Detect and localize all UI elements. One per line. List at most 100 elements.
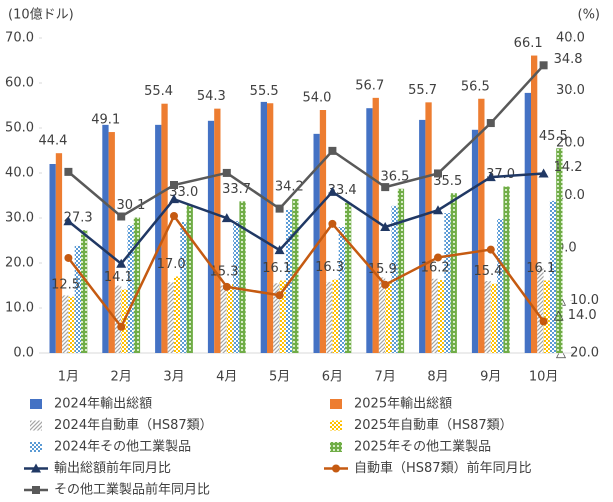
- line-marker: [434, 253, 442, 262]
- y2-tick-label: △ 20.0: [556, 346, 599, 361]
- bar: [55, 153, 63, 353]
- bar: [556, 148, 563, 353]
- data-label: 15.3: [209, 265, 238, 280]
- bar: [450, 193, 457, 353]
- y-tick-label: 50.0: [5, 121, 34, 136]
- y-tick-label: 60.0: [5, 76, 34, 91]
- bar: [186, 204, 193, 353]
- line-marker: [221, 213, 232, 223]
- x-tick-label: 10月: [529, 370, 559, 385]
- bar: [161, 103, 168, 353]
- bar: [497, 218, 504, 353]
- y-tick-label: 20.0: [5, 256, 34, 271]
- bar: [239, 201, 246, 353]
- legend-marker: [332, 464, 340, 473]
- line-marker: [433, 205, 443, 215]
- data-label: 16.1: [526, 261, 555, 276]
- line-marker: [275, 204, 284, 213]
- bar: [419, 119, 426, 354]
- bar: [438, 280, 445, 353]
- bar: [180, 222, 187, 353]
- legend-label: 2024年自動車（HS87類）: [54, 418, 213, 433]
- bar: [326, 281, 333, 353]
- line-marker: [117, 322, 126, 331]
- data-label: 34.8: [554, 52, 583, 67]
- bar: [397, 188, 405, 353]
- line: [67, 64, 545, 219]
- x-tick-label: 2月: [111, 370, 132, 385]
- line: [67, 213, 545, 330]
- line-marker: [539, 61, 548, 70]
- data-label: △ 14.0: [554, 308, 597, 323]
- data-label: 66.1: [514, 36, 543, 51]
- bar: [233, 221, 240, 353]
- x-tick-label: 4月: [216, 370, 237, 385]
- y2-tick-label: △ 10.0: [556, 293, 599, 308]
- data-label: 54.3: [197, 89, 226, 104]
- data-label: 49.1: [91, 113, 120, 128]
- bar: [74, 245, 81, 353]
- line-marker: [117, 212, 126, 221]
- y-axis-unit: (10億ドル): [8, 7, 74, 23]
- line-marker: [275, 291, 284, 300]
- legend-swatch: [330, 420, 342, 431]
- bar: [260, 101, 267, 354]
- line-marker: [222, 168, 231, 177]
- bar: [114, 285, 122, 353]
- legend-marker: [31, 463, 41, 473]
- data-label: 16.1: [262, 261, 291, 276]
- line-marker: [327, 186, 338, 196]
- line-marker: [539, 317, 548, 326]
- y-tick-label: 30.0: [5, 211, 34, 226]
- bar: [267, 103, 274, 353]
- bar: [102, 124, 109, 353]
- bar: [49, 164, 56, 353]
- bar: [127, 225, 134, 353]
- bar: [68, 296, 75, 353]
- bar: [332, 279, 339, 353]
- data-label: 30.1: [116, 198, 145, 213]
- bar: [214, 108, 221, 354]
- bar: [549, 200, 557, 353]
- line: [67, 172, 544, 266]
- line-marker: [486, 245, 495, 254]
- line-marker: [169, 194, 179, 204]
- legend-label: 2024年輸出総額: [54, 397, 152, 412]
- legend-label: 2024年その他工業製品: [54, 439, 191, 455]
- data-label: 14.2: [554, 160, 583, 175]
- bar: [81, 230, 88, 353]
- legend-swatch: [330, 442, 342, 452]
- x-tick-label: 3月: [163, 370, 184, 385]
- line-marker: [116, 258, 127, 268]
- legend-marker: [32, 486, 40, 494]
- line-marker: [434, 169, 442, 178]
- bar: [543, 280, 550, 353]
- bar: [524, 92, 531, 354]
- bar: [167, 282, 174, 353]
- x-tick-label: 9月: [480, 370, 501, 385]
- line-marker: [485, 172, 496, 182]
- bar: [174, 276, 181, 353]
- data-label: 44.4: [38, 134, 67, 149]
- x-tick-label: 7月: [375, 370, 396, 385]
- legend-label: 2025年自動車（HS87類）: [354, 418, 513, 433]
- y-tick-label: 10.0: [5, 301, 34, 316]
- legend-label: 2025年その他工業製品: [354, 439, 491, 455]
- data-label: 36.5: [380, 169, 409, 184]
- line-marker: [381, 280, 390, 289]
- legend-swatch: [30, 420, 42, 431]
- bar: [385, 281, 392, 353]
- y-tick-label: 40.0: [5, 166, 34, 181]
- y-tick-label: 0.0: [13, 346, 34, 361]
- legend-label: 2025年輸出総額: [354, 397, 452, 412]
- bar: [372, 97, 379, 353]
- legend-swatch: [30, 399, 42, 409]
- data-label: 17.0: [157, 257, 186, 272]
- legend-swatch: [330, 399, 342, 409]
- bar: [531, 55, 538, 354]
- bar: [133, 217, 141, 353]
- bar: [478, 98, 485, 353]
- bar: [490, 283, 498, 353]
- bar: [537, 268, 544, 353]
